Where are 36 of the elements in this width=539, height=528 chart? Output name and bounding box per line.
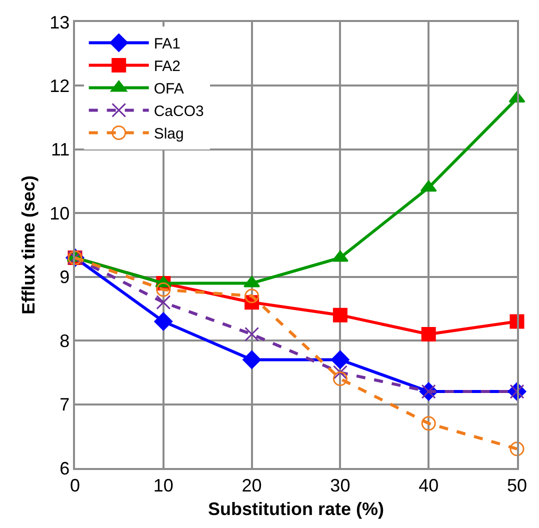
y-tick-label: 10 (50, 203, 70, 224)
legend-label: FA1 (154, 36, 181, 53)
point (156, 282, 171, 297)
point (244, 288, 260, 304)
point (331, 350, 350, 369)
point (421, 416, 436, 431)
point (332, 308, 348, 322)
point (154, 312, 173, 331)
legend-label: CaCO3 (154, 103, 204, 120)
point (332, 250, 348, 262)
point (242, 350, 261, 369)
x-tick-label: 20 (242, 475, 262, 496)
x-tick-label: 0 (70, 475, 80, 496)
y-tick-label: 13 (50, 12, 70, 32)
point (244, 276, 260, 288)
y-tick-label: 6 (60, 458, 70, 478)
legend-label: Slag (154, 126, 184, 143)
y-tick-label: 11 (50, 140, 70, 160)
point (510, 442, 524, 456)
point (332, 365, 348, 380)
y-tick-label: 12 (50, 76, 70, 96)
x-tick-label: 50 (506, 475, 528, 496)
point (332, 372, 348, 386)
y-axis-title: Efflux time (sec) (18, 175, 38, 315)
point (420, 180, 437, 192)
point (421, 326, 436, 342)
legend-label: OFA (154, 80, 184, 98)
x-tick-label: 30 (330, 475, 350, 496)
legend-label: FA2 (154, 58, 181, 76)
y-tick-label: 7 (60, 394, 70, 415)
y-tick-label: 8 (60, 330, 70, 351)
x-axis-title: Substitution rate (%) (208, 498, 384, 519)
x-tick-label: 40 (418, 475, 439, 496)
y-tick-label: 9 (60, 267, 70, 288)
x-tick-label: 10 (153, 475, 174, 496)
point (244, 326, 260, 342)
